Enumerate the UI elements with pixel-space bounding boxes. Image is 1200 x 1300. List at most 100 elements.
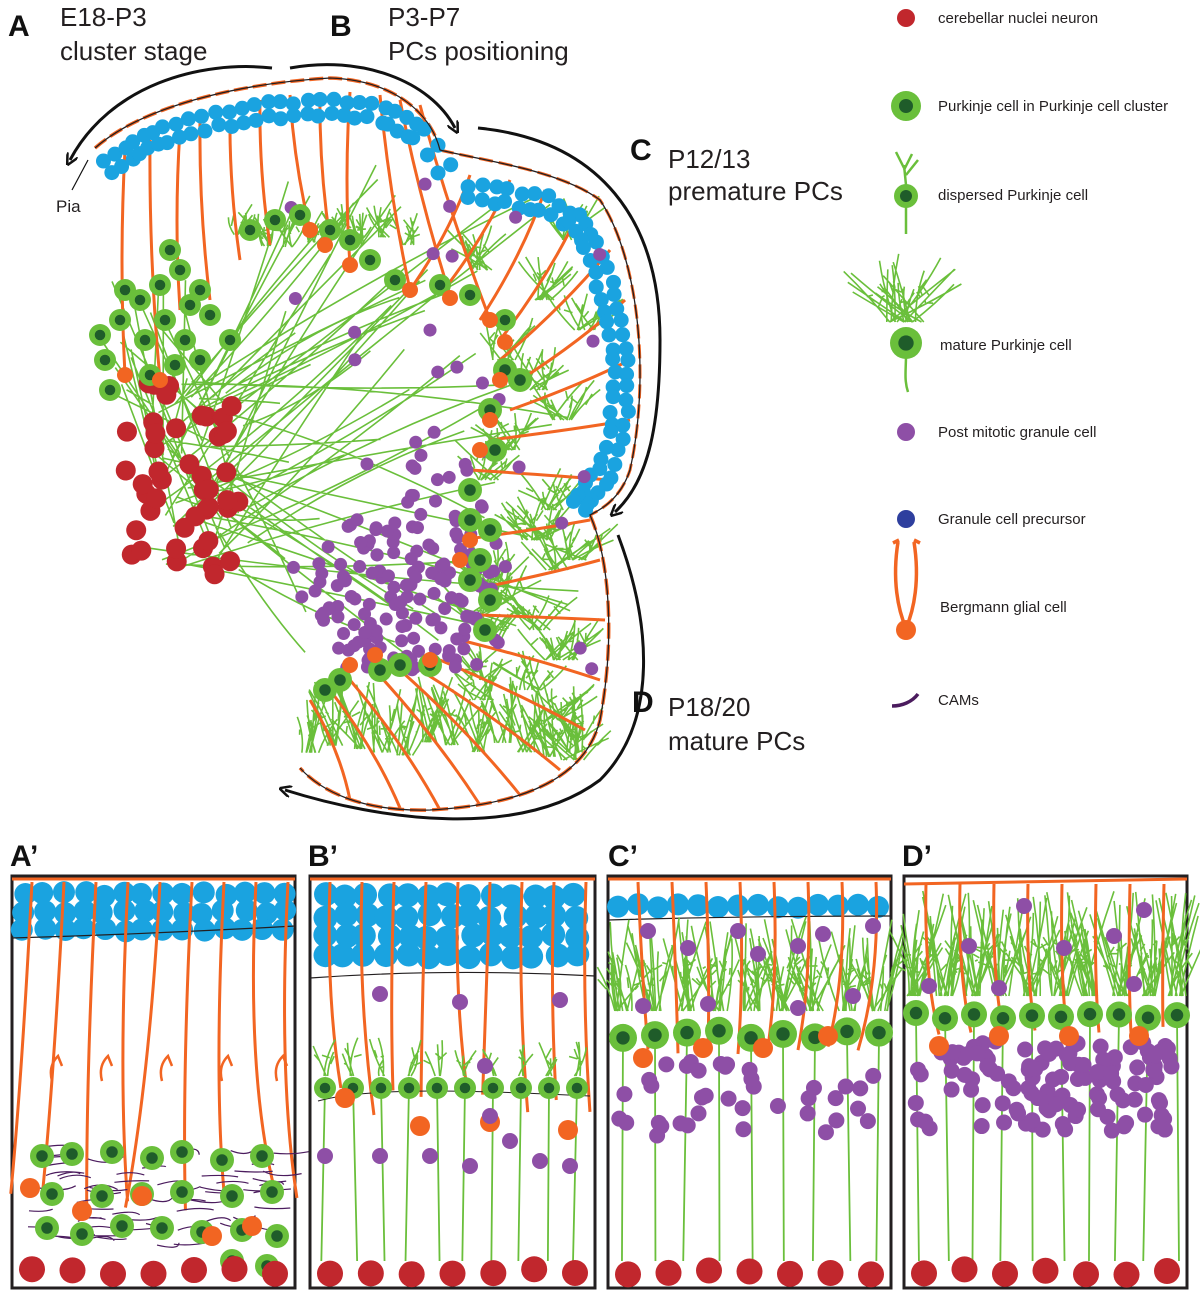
granule-cell	[347, 618, 361, 632]
cerebellar-nuclei-neuron	[480, 1260, 507, 1287]
granule-precursor	[609, 301, 625, 317]
bergmann-fibers	[924, 883, 1166, 1035]
cerebellar-nuclei-neuron	[181, 1257, 207, 1284]
cerebellar-nuclei-neuron	[777, 1260, 803, 1287]
granule-precursor	[377, 924, 402, 949]
granule-cell	[388, 516, 402, 530]
granule-precursor	[332, 884, 357, 909]
granule-cell	[395, 634, 409, 648]
granule-cell	[973, 1118, 990, 1135]
purkinje-cell	[260, 1180, 284, 1204]
granule-precursor	[417, 902, 442, 927]
granule-precursor	[125, 134, 141, 150]
bergmann-soma	[929, 1036, 949, 1056]
granule-cell	[1075, 1056, 1092, 1073]
granule-precursor	[246, 97, 262, 113]
granule-cell	[921, 978, 937, 994]
granule-cell	[423, 323, 437, 337]
dendritic-tree	[1064, 891, 1115, 997]
layer-boundary	[11, 925, 296, 939]
stage-arrows	[70, 63, 662, 821]
granule-cell	[1016, 898, 1032, 914]
granule-cell	[943, 1062, 960, 1079]
granule-precursor	[34, 900, 57, 923]
granule-cell	[404, 552, 418, 566]
stage-D-line2: mature PCs	[668, 726, 805, 756]
cerebellar-nuclei-neuron	[317, 1260, 343, 1287]
granule-precursor	[847, 893, 869, 916]
bergmann-soma	[422, 652, 438, 668]
granule-cell	[790, 1000, 806, 1016]
granule-cell	[1150, 1092, 1167, 1109]
granule-precursor	[607, 364, 623, 380]
granule-precursor	[300, 92, 316, 108]
cerebellar-nuclei-neuron	[132, 474, 153, 495]
granule-precursor	[405, 130, 421, 146]
purkinje-cell	[359, 249, 381, 271]
purkinje-cell	[368, 658, 392, 682]
granule-precursor	[603, 423, 619, 439]
granule-precursor	[351, 95, 367, 111]
purkinje-cell	[673, 1018, 701, 1047]
purkinje-cell	[468, 548, 492, 572]
cerebellar-nuclei-neuron	[156, 384, 177, 405]
purkinje-cell	[159, 239, 181, 261]
axon	[904, 354, 910, 393]
granule-precursor	[197, 123, 213, 139]
granule-precursor	[593, 292, 609, 308]
cerebellar-nuclei-neuron	[696, 1257, 722, 1284]
dendritic-tree	[1004, 896, 1061, 997]
granule-cell	[308, 584, 322, 598]
stage-labels: A E18-P3 cluster stage B P3-P7 PCs posit…	[8, 2, 843, 756]
granule-precursor	[599, 314, 615, 330]
cerebellar-nuclei-neuron	[562, 1259, 588, 1286]
granule-cell	[1106, 928, 1122, 944]
granule-precursor	[602, 405, 618, 421]
granule-precursor	[168, 116, 184, 132]
granule-precursor	[248, 112, 264, 128]
granule-precursor	[171, 882, 194, 905]
granule-cell	[381, 569, 395, 583]
stage-C-line2: premature PCs	[668, 176, 843, 206]
granule-precursor	[565, 925, 590, 950]
granule-cell	[1041, 1045, 1058, 1062]
bergmann-soma	[72, 1201, 92, 1221]
granule-precursor	[530, 202, 546, 218]
granule-cell	[974, 1097, 991, 1114]
granule-cell	[395, 606, 409, 620]
granule-precursor	[575, 239, 591, 255]
cerebellar-nuclei-neuron	[116, 421, 137, 442]
granule-cell	[1089, 1063, 1106, 1080]
granule-cell	[431, 365, 445, 379]
bergmann-soma	[152, 372, 168, 388]
cerebellar-nuclei-neuron	[148, 461, 169, 482]
bergmann-soma	[367, 647, 383, 663]
dendritic-tree	[529, 379, 601, 421]
layer-boundary	[309, 971, 596, 979]
granule-precursor	[130, 882, 153, 905]
purkinje-cell	[313, 678, 337, 702]
granule-cell	[430, 473, 444, 487]
mature-purkinje-cell-icon	[843, 253, 962, 393]
granule-precursor-icon	[897, 510, 915, 528]
granule-cell	[363, 616, 377, 630]
purkinje-cell	[314, 1077, 336, 1099]
granule-cell	[362, 597, 376, 611]
panel-letter-B-prime: B’	[308, 840, 338, 873]
granule-cell	[438, 602, 452, 616]
granule-cell	[370, 548, 384, 562]
granule-cell	[332, 641, 346, 655]
purkinje-cell	[454, 1077, 476, 1099]
granule-precursor	[615, 327, 631, 343]
granule-cell	[1126, 1091, 1143, 1108]
granule-cell	[658, 1056, 675, 1073]
granule-precursor	[419, 147, 435, 163]
bergmann-soma	[818, 1026, 838, 1046]
panel-D-prime	[889, 874, 1200, 1290]
cerebellar-nuclei-neuron	[736, 1258, 763, 1285]
cerebellar-nuclei-neuron	[140, 1260, 167, 1287]
pial-surface-line	[94, 77, 641, 811]
granule-cell	[1069, 1070, 1086, 1087]
bergmann-fibers	[327, 881, 592, 1116]
granule-precursor	[519, 925, 544, 950]
